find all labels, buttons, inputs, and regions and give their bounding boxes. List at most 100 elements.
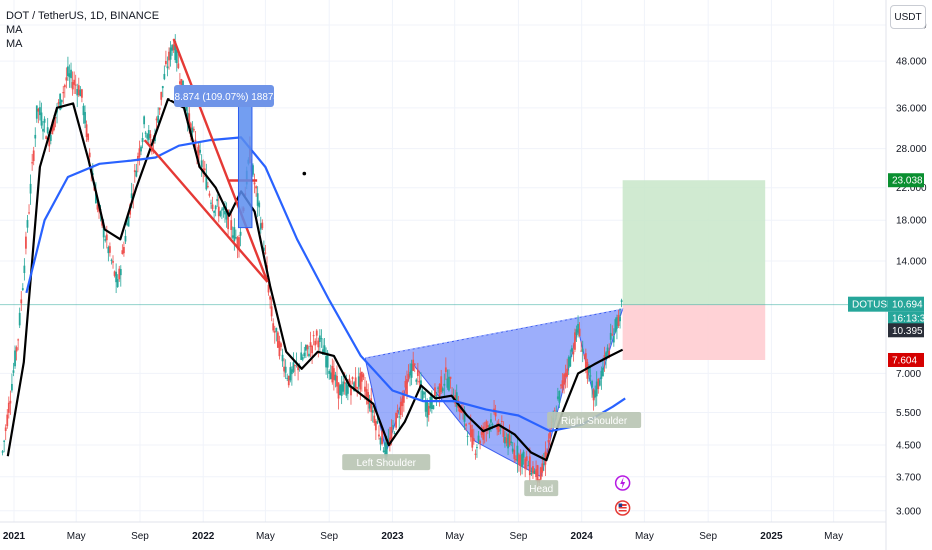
candle-body xyxy=(211,204,214,210)
candle-body xyxy=(429,396,432,409)
candle-body xyxy=(427,405,430,415)
price-axis: 60.00048.00036.00028.00022.00018.00014.0… xyxy=(896,20,927,517)
candle-body xyxy=(342,381,345,392)
candle-body xyxy=(76,88,79,96)
candle-body xyxy=(385,442,388,457)
pattern-label-text: Left Shoulder xyxy=(356,458,416,469)
candle-body xyxy=(469,424,472,438)
candle-body xyxy=(586,361,589,379)
candle-body xyxy=(48,137,51,147)
candle-body xyxy=(591,381,593,388)
candle-body xyxy=(533,470,536,475)
candle-body xyxy=(216,198,219,202)
candle-body xyxy=(458,408,461,412)
candle-body xyxy=(130,193,133,199)
candle-body xyxy=(39,107,41,116)
candle-body xyxy=(521,453,523,468)
candle-body xyxy=(617,314,620,326)
candle-body xyxy=(370,398,373,413)
price-tick-label: 36.000 xyxy=(896,103,927,114)
candle-body xyxy=(471,429,474,448)
candle-body xyxy=(155,118,158,121)
candle-body xyxy=(374,420,377,431)
candle-body xyxy=(390,427,393,439)
candle-body xyxy=(12,370,15,373)
candle-body xyxy=(264,252,267,254)
candle-body xyxy=(409,371,411,376)
candle-body xyxy=(79,89,82,97)
candle-body xyxy=(158,107,161,110)
candle-body xyxy=(96,204,99,210)
wedge-upper-line xyxy=(172,38,269,283)
candle-body xyxy=(253,182,256,185)
us-flag-stripe xyxy=(618,507,627,509)
candle-body xyxy=(318,335,321,343)
candle-body xyxy=(29,183,32,194)
candle-body xyxy=(418,380,421,383)
event-markers xyxy=(614,475,631,516)
candle-body xyxy=(113,271,116,276)
candle-body xyxy=(217,206,220,217)
candle-body xyxy=(284,366,287,373)
candle-body xyxy=(11,383,13,391)
ma-value-tag-bg xyxy=(888,323,924,338)
candle-body xyxy=(304,345,307,351)
candle-body xyxy=(597,379,600,390)
candle-body xyxy=(252,165,254,175)
candle-body xyxy=(312,335,315,337)
candle-body xyxy=(339,385,341,396)
ma-value-tag: 10.395 xyxy=(888,323,924,338)
candle-body xyxy=(336,375,338,387)
candle-body xyxy=(255,186,258,189)
measure-label-text: 18.874 (109.07%) 18874 xyxy=(169,92,280,103)
time-tick-label: May xyxy=(635,531,654,542)
candle-body xyxy=(166,66,169,69)
candle-body xyxy=(164,60,167,65)
trade-zones xyxy=(0,180,886,360)
target-price-tag: 23.038 xyxy=(888,173,924,188)
indicator-ma-2[interactable]: MA xyxy=(6,38,23,50)
candle-body xyxy=(147,130,150,140)
candle-body xyxy=(163,73,166,80)
candle-body xyxy=(441,388,444,392)
candle-body xyxy=(95,191,97,204)
pattern-label-bg xyxy=(342,454,431,471)
candle-body xyxy=(199,149,202,153)
pattern-label-text: Head xyxy=(529,484,553,495)
stop-zone xyxy=(622,304,766,360)
candle-body xyxy=(21,288,24,290)
candle-body xyxy=(109,246,111,253)
candle-body xyxy=(434,387,436,397)
candle-body xyxy=(169,47,172,60)
candle-body xyxy=(331,365,334,383)
candle-body xyxy=(256,193,259,206)
indicator-ma-1[interactable]: MA xyxy=(6,24,23,36)
pattern-label-bg xyxy=(547,412,642,429)
currency-button[interactable]: USDT xyxy=(890,5,926,29)
candle-body xyxy=(460,407,463,413)
candle-body xyxy=(292,362,295,372)
candle-body xyxy=(34,134,37,139)
candle-body xyxy=(306,344,309,350)
candle-body xyxy=(381,430,383,444)
candle-body xyxy=(465,424,467,426)
candle-body xyxy=(174,41,177,61)
target-price-tag-bg xyxy=(888,173,924,188)
candle-body xyxy=(87,134,90,141)
us-flag-stripe xyxy=(618,510,627,512)
candle-body xyxy=(345,382,348,396)
lightning-icon-bolt xyxy=(620,477,626,489)
candle-body xyxy=(340,384,343,396)
candle-body xyxy=(553,410,556,412)
candle-body xyxy=(286,377,289,379)
candle-body xyxy=(337,382,340,399)
candle-body xyxy=(588,367,590,373)
candle-body xyxy=(580,350,583,352)
candle-body xyxy=(614,319,617,333)
candle-body xyxy=(46,127,49,133)
symbol-title[interactable]: DOT / TetherUS, 1D, BINANCE xyxy=(6,10,160,22)
candle-body xyxy=(420,380,422,388)
candle-body xyxy=(371,410,374,413)
candle-body xyxy=(609,332,612,340)
